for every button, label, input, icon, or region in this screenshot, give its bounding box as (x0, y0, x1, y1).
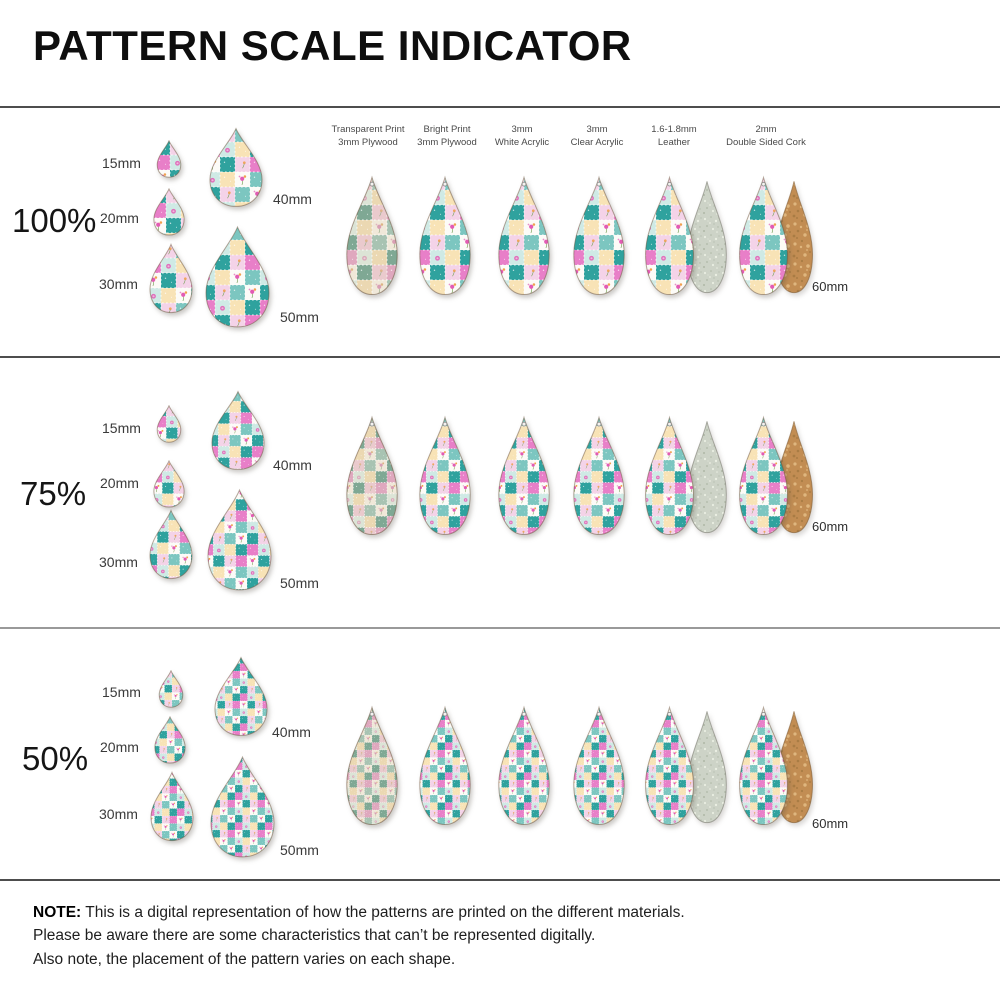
material-header-transparent-plywood: Transparent Print 3mm Plywood (298, 123, 438, 150)
material-header-line: Bright Print (423, 124, 471, 135)
sample-bright-plywood (415, 705, 475, 827)
size-label-15mm: 15mm (102, 684, 141, 700)
section-divider (0, 106, 1000, 108)
material-header-line: 3mm (511, 124, 533, 135)
material-header-line: Double Sided Cork (726, 137, 806, 149)
scale-section-50: 50% 15mm 20mm 30mm 40mm 50mm 60mm (0, 628, 1000, 880)
sample-leather-back (684, 179, 730, 295)
size-label-40mm: 40mm (272, 724, 311, 740)
scale-label: 100% (12, 202, 97, 239)
size-label-15mm: 15mm (102, 155, 141, 171)
sample-white-acrylic (494, 175, 554, 297)
teardrop-20mm (151, 187, 187, 236)
teardrop-30mm (146, 243, 196, 314)
teardrop-50mm (205, 755, 280, 859)
sample-transparent-plywood (342, 175, 402, 297)
size-label-50mm: 50mm (280, 575, 319, 591)
scale-label: 50% (22, 740, 89, 777)
sample-white-acrylic (494, 705, 554, 827)
material-header-leather: 1.6-1.8mm Leather (604, 123, 744, 150)
size-label-30mm: 30mm (99, 806, 138, 822)
section-divider (0, 356, 1000, 358)
scale-label: 75% (20, 475, 87, 512)
teardrop-50mm (202, 488, 277, 592)
material-header-line: 2mm (755, 124, 777, 135)
teardrop-40mm (205, 127, 267, 208)
sample-white-acrylic (494, 415, 554, 537)
size-label-50mm: 50mm (280, 842, 319, 858)
size-label-20mm: 20mm (100, 739, 139, 755)
teardrop-15mm (155, 404, 183, 443)
material-header-line: White Acrylic (494, 137, 550, 149)
teardrop-30mm (147, 771, 197, 842)
scale-section-100: 100% 15mm 20mm 30mm 40mm 50mm Transparen… (0, 107, 1000, 357)
scale-section-75: 75% 15mm 20mm 30mm 40mm 50mm 60mm (0, 357, 1000, 628)
size-label-30mm: 30mm (99, 554, 138, 570)
sample-clear-acrylic (569, 705, 629, 827)
sample-bright-plywood (415, 175, 475, 297)
note-line-3: Also note, the placement of the pattern … (33, 950, 456, 968)
size-label-60mm: 60mm (812, 279, 849, 294)
size-label-40mm: 40mm (273, 191, 312, 207)
teardrop-15mm (157, 669, 185, 708)
material-header-line: Clear Acrylic (570, 137, 624, 149)
section-divider (0, 627, 1000, 629)
size-label-30mm: 30mm (99, 276, 138, 292)
size-label-60mm: 60mm (812, 519, 849, 534)
material-header-line: 3mm Plywood (417, 137, 477, 149)
sample-bright-plywood (415, 415, 475, 537)
sample-transparent-plywood (342, 705, 402, 827)
teardrop-40mm (210, 656, 272, 737)
note-line-1: NOTE: This is a digital representation o… (33, 901, 685, 924)
sample-cork-front (735, 705, 792, 827)
sample-leather-front (641, 175, 698, 297)
teardrop-20mm (151, 459, 187, 508)
teardrop-20mm (152, 715, 188, 764)
sample-leather-back (684, 419, 730, 535)
material-header-line: Leather (657, 137, 691, 149)
teardrop-30mm (146, 509, 196, 580)
material-header-cork: 2mm Double Sided Cork (696, 123, 836, 150)
note: NOTE: This is a digital representation o… (33, 901, 685, 971)
material-header-line: Transparent Print (331, 124, 405, 135)
section-divider (0, 879, 1000, 881)
material-header-bright-plywood: Bright Print 3mm Plywood (377, 123, 517, 150)
sample-leather-front (641, 415, 698, 537)
note-line-2: Please be aware there are some character… (33, 927, 596, 945)
material-header-line: 1.6-1.8mm (651, 124, 697, 135)
sample-clear-acrylic (569, 175, 629, 297)
size-label-60mm: 60mm (812, 816, 849, 831)
sample-clear-acrylic (569, 415, 629, 537)
material-header-line: 3mm (586, 124, 608, 135)
size-label-50mm: 50mm (280, 309, 319, 325)
note-text: This is a digital representation of how … (85, 904, 685, 921)
teardrop-15mm (155, 139, 183, 178)
size-label-40mm: 40mm (273, 457, 312, 473)
teardrop-50mm (200, 225, 275, 329)
sample-transparent-plywood (342, 415, 402, 537)
sample-cork-front (735, 415, 792, 537)
material-header-line: 3mm Plywood (338, 137, 398, 149)
sample-leather-front (641, 705, 698, 827)
size-label-15mm: 15mm (102, 420, 141, 436)
sample-leather-back (684, 709, 730, 825)
material-header-clear-acrylic: 3mm Clear Acrylic (527, 123, 667, 150)
material-header-white-acrylic: 3mm White Acrylic (452, 123, 592, 150)
note-label: NOTE: (33, 904, 82, 921)
size-label-20mm: 20mm (100, 210, 139, 226)
size-label-20mm: 20mm (100, 475, 139, 491)
sample-cork-front (735, 175, 792, 297)
page-title: PATTERN SCALE INDICATOR (33, 22, 632, 69)
teardrop-40mm (207, 390, 269, 471)
